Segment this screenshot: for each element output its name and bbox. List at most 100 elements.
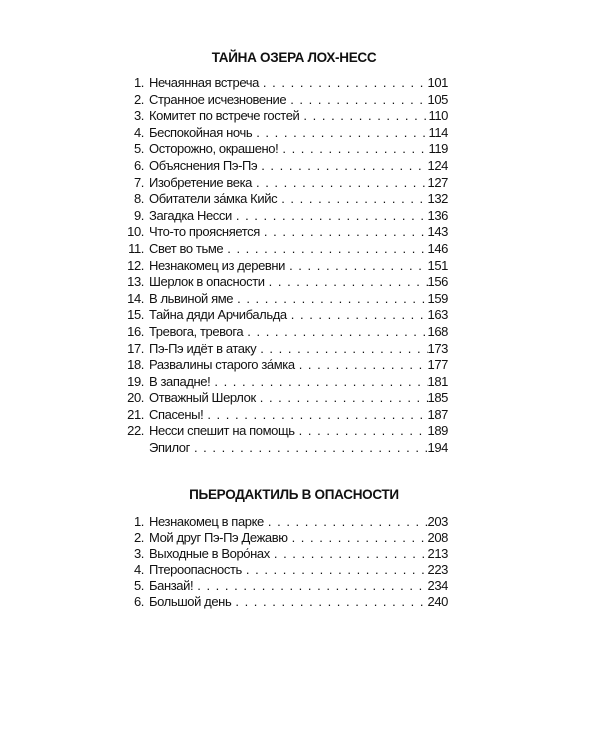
entry-title: Осторожно, окрашено! [149,141,279,157]
entry-number: 9. [133,207,144,223]
toc-section-loch-ness: ТАЙНА ОЗЕРА ЛОХ-НЕСС 1. Нечаянная встреча… [110,48,448,457]
toc-entry: 3. Комитет по встрече гостей 110 [110,108,448,125]
entry-number: 18. [127,357,144,373]
entry-page: 163 [427,307,449,323]
dot-leader [259,75,428,92]
toc-entry: 6. Большой день 240 [110,594,448,610]
entry-page: 151 [427,257,449,273]
dot-leader [243,324,427,341]
entry-number: 5. [133,141,144,157]
dot-leader [252,125,428,142]
entry-title: Тревога, тревога [149,323,244,339]
entry-number: 11. [128,240,144,256]
entry-title: Незнакомец в парке [149,514,264,529]
dot-leader [242,562,428,578]
entry-page: 194 [427,440,449,456]
entry-page: 213 [427,546,449,561]
dot-leader [265,274,428,291]
entry-page: 127 [427,174,449,190]
entry-number: 22. [127,423,144,439]
entry-page: 124 [427,157,449,173]
entry-number: 12. [127,257,144,273]
entry-title: Несси спешит на помощь [149,423,295,439]
dot-leader [295,357,428,374]
entry-page: 181 [427,373,449,389]
entry-number: 10. [127,224,144,240]
dot-leader [233,291,427,308]
entry-number: 7. [133,174,144,190]
entry-title: Беспокойная ночь [149,124,253,140]
entry-number: 4. [133,124,144,140]
entry-page: 223 [427,562,449,577]
entry-page: 234 [427,578,449,593]
dot-leader [223,241,427,258]
entry-title: Шерлок в опасности [149,274,265,290]
entry-page: 240 [427,594,449,609]
toc-entry: 4. Птероопасность 223 [110,562,448,578]
entry-number: 21. [127,406,144,422]
toc-entry: 20. Отважный Шерлок 185 [110,390,448,407]
toc-entry: 18. Развалины старого за́мка 177 [110,357,448,374]
toc-list: 1. Незнакомец в парке 203 2. Мой друг Пэ-Пэ … [110,514,448,610]
entry-title: Тайна дяди Арчибальда [149,307,287,323]
entry-page: 185 [427,390,449,406]
toc-entry: 1. Незнакомец в парке 203 [110,514,448,530]
toc-entry: 5. Осторожно, окрашено! 119 [110,141,448,158]
entry-number: 6. [133,594,144,609]
dot-leader [210,374,427,391]
entry-title: В западне! [149,373,211,389]
entry-title: Эпилог [149,440,190,456]
dot-leader [260,224,428,241]
dot-leader [257,158,427,175]
entry-title: Развалины старого за́мка [149,357,295,373]
toc-entry: 15. Тайна дяди Арчибальда 163 [110,307,448,324]
entry-page: 173 [427,340,449,356]
entry-number: 14. [127,290,144,306]
entry-title: Обитатели за́мка Кийс [149,191,278,207]
dot-leader [299,108,428,125]
entry-page: 143 [427,224,449,240]
entry-page: 146 [427,240,449,256]
entry-page: 156 [427,274,449,290]
entry-number: 8. [133,191,144,207]
entry-page: 119 [428,141,448,157]
entry-title: Загадка Несси [149,207,232,223]
entry-title: Спасены! [149,406,204,422]
toc-entry: 21. Спасены! 187 [110,407,448,424]
dot-leader [287,307,428,324]
entry-title: Птероопасность [149,562,242,577]
entry-number: 16. [127,323,144,339]
entry-page: 203 [427,514,449,529]
dot-leader [193,578,427,594]
dot-leader [295,423,428,440]
toc-entry: 16. Тревога, тревога 168 [110,324,448,341]
section-title: ТАЙНА ОЗЕРА ЛОХ-НЕСС [211,50,377,65]
entry-page: 177 [427,357,449,373]
entry-title: Свет во тьме [149,240,224,256]
dot-leader [231,594,427,610]
entry-page: 114 [428,124,448,140]
dot-leader [190,440,428,457]
toc-entry: 11. Свет во тьме 146 [110,241,448,258]
toc-entry: 6. Объяснения Пэ-Пэ 124 [110,158,448,175]
entry-title: Мой друг Пэ-Пэ Дежавю [149,530,288,545]
entry-title: Комитет по встрече гостей [149,108,300,124]
dot-leader [256,390,428,407]
toc-entry: 22. Несси спешит на помощь 189 [110,423,448,440]
toc-entry: 1. Нечаянная встреча 101 [110,75,448,92]
dot-leader [286,92,427,109]
toc-entry: 12. Незнакомец из деревни 151 [110,258,448,275]
entry-page: 208 [427,530,449,545]
toc-entry: Эпилог 194 [110,440,448,457]
entry-title: Банзай! [149,578,194,593]
entry-page: 189 [427,423,449,439]
dot-leader [278,141,428,158]
entry-page: 136 [427,207,449,223]
entry-number: 6. [133,157,144,173]
toc-entry: 3. Выходные в Воро́нах 213 [110,546,448,562]
entry-page: 110 [428,108,448,124]
entry-number: 19. [127,373,144,389]
entry-number: 3. [133,546,144,561]
toc-entry: 7. Изобретение века 127 [110,175,448,192]
entry-number: 15. [127,307,144,323]
